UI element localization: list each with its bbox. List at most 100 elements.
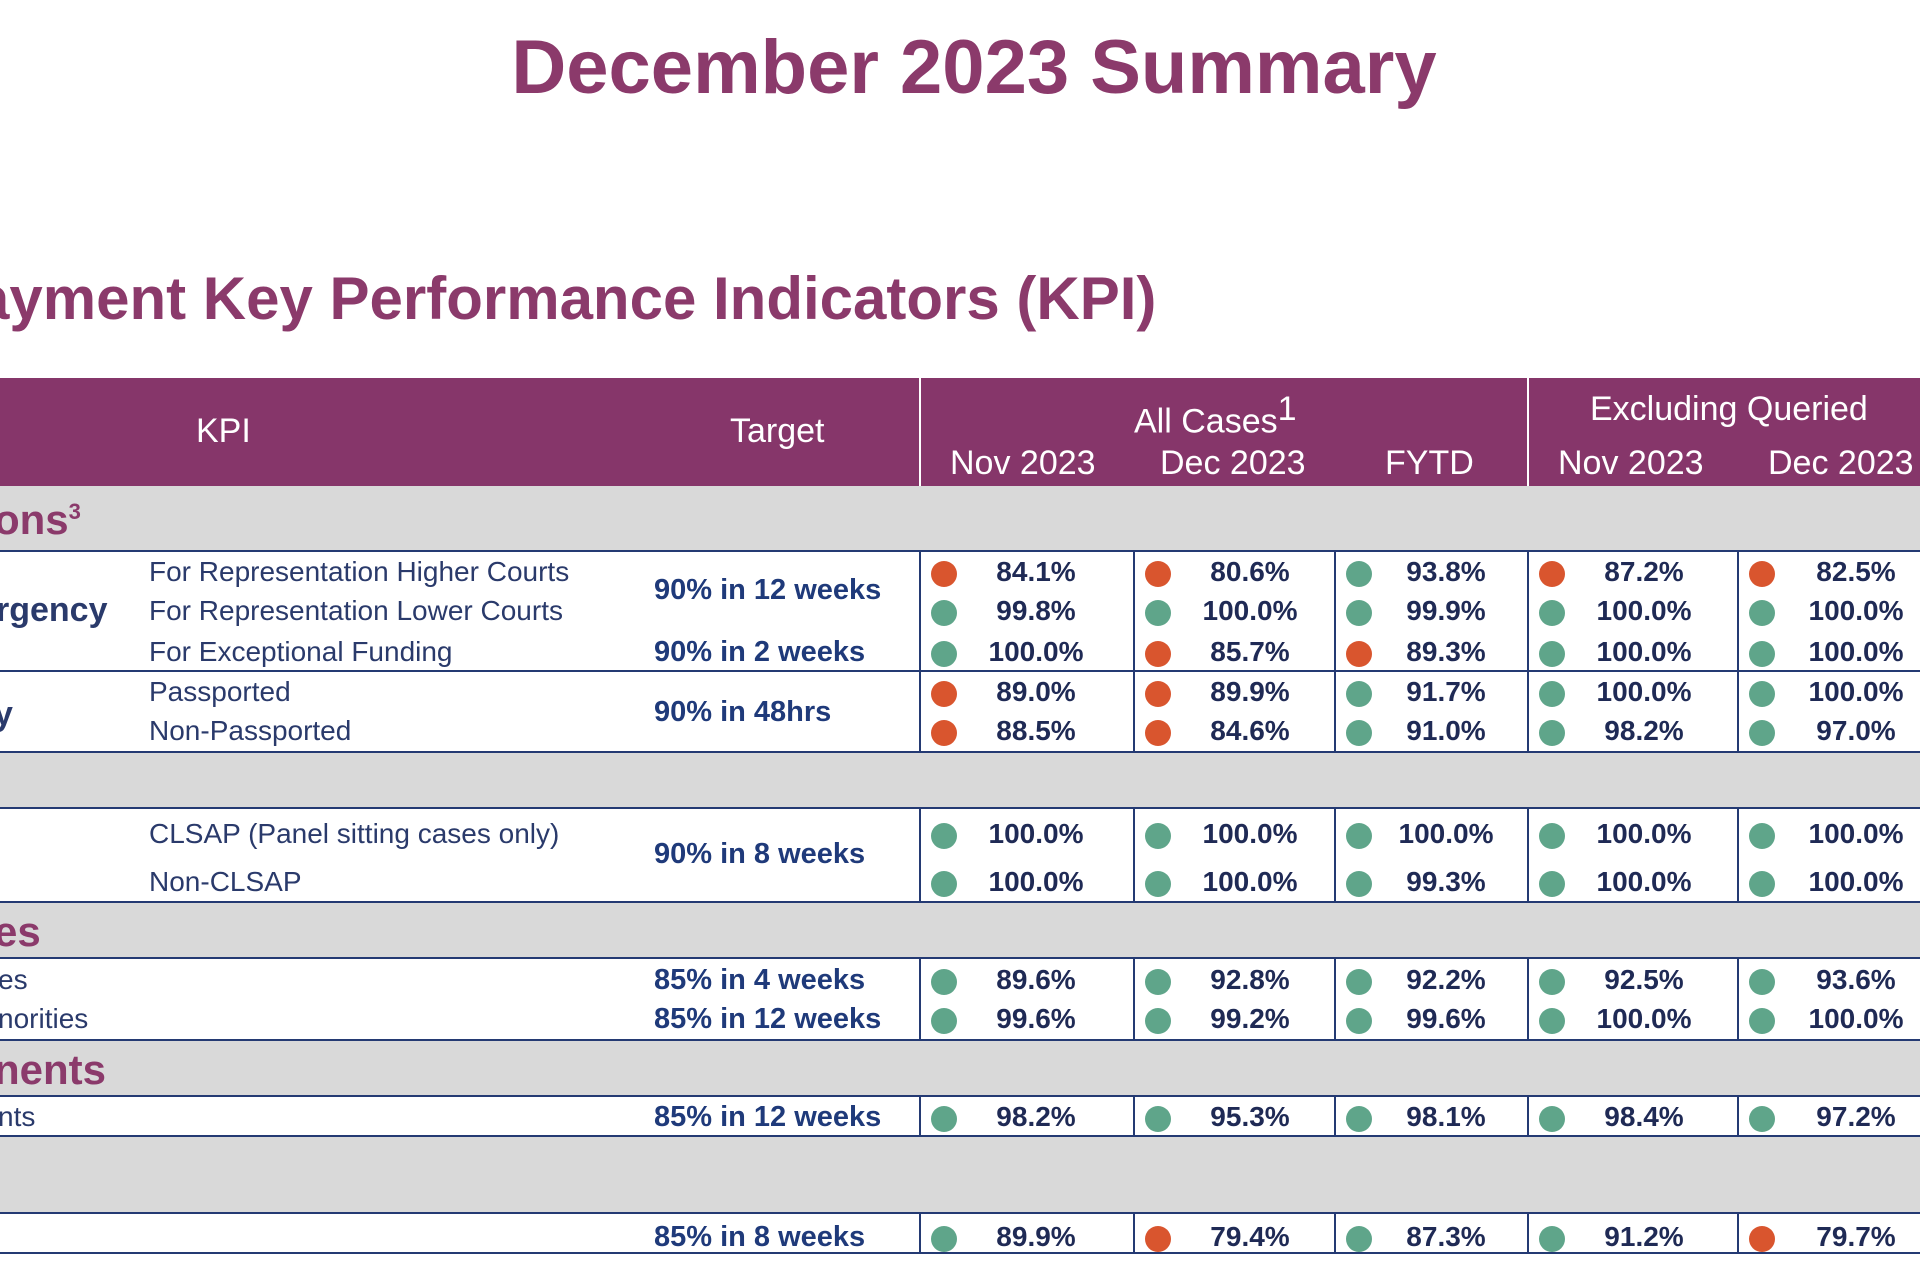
status-red-icon [1749, 1226, 1775, 1252]
col-divider [1737, 957, 1739, 1040]
col-divider [919, 1212, 921, 1253]
col-divider [1334, 807, 1336, 902]
status-red-icon [1749, 561, 1775, 587]
status-green-icon [1346, 969, 1372, 995]
status-green-icon [931, 823, 957, 849]
status-green-icon [1346, 1008, 1372, 1034]
kpi-value: 100.0% [1596, 818, 1692, 849]
kpi-sub-label: For Representation Lower Courts [149, 595, 563, 626]
col-divider [1527, 1212, 1529, 1253]
kpi-sub-label: Non-Passported [149, 715, 352, 746]
status-green-icon [1346, 1226, 1372, 1252]
status-green-icon [1539, 600, 1565, 626]
row-divider [0, 1039, 1920, 1041]
col-divider [1133, 550, 1135, 752]
kpi-value: 100.0% [1202, 818, 1298, 849]
row-divider [0, 1212, 1920, 1214]
kpi-sub-label: Passported [149, 676, 291, 707]
status-green-icon [1749, 969, 1775, 995]
kpi-value: 92.5% [1604, 964, 1684, 995]
col-divider [1737, 1212, 1739, 1253]
kpi-value: 100.0% [1808, 866, 1904, 897]
status-green-icon [1749, 1008, 1775, 1034]
status-green-icon [931, 871, 957, 897]
status-green-icon [931, 1226, 957, 1252]
status-green-icon [1539, 681, 1565, 707]
status-green-icon [1749, 823, 1775, 849]
target-value: 85% in 12 weeks [654, 1003, 882, 1035]
kpi-value: 91.7% [1406, 676, 1486, 707]
col-header-nov-all: Nov 2023 [950, 444, 1096, 482]
kpi-value: 82.5% [1816, 556, 1896, 587]
status-green-icon [1346, 1106, 1372, 1132]
header-divider [919, 378, 921, 486]
status-green-icon [1749, 871, 1775, 897]
col-header-fytd: FYTD [1385, 444, 1474, 482]
kpi-value: 79.4% [1210, 1221, 1290, 1252]
section-label: ons3 [0, 496, 81, 543]
kpi-value: 91.0% [1406, 715, 1486, 746]
col-divider [919, 807, 921, 902]
status-green-icon [1749, 720, 1775, 746]
col-divider [1527, 807, 1529, 902]
kpi-value: 99.6% [996, 1003, 1076, 1034]
status-green-icon [1346, 561, 1372, 587]
status-red-icon [931, 681, 957, 707]
status-green-icon [1539, 871, 1565, 897]
status-red-icon [1145, 1226, 1171, 1252]
status-green-icon [1539, 1008, 1565, 1034]
table-header: KPI Target All Cases1 Excluding Queried … [0, 378, 1920, 486]
kpi-value: 89.6% [996, 964, 1076, 995]
status-green-icon [1145, 823, 1171, 849]
kpi-value: 97.2% [1816, 1101, 1896, 1132]
kpi-value: 97.0% [1816, 715, 1896, 746]
target-value: 85% in 4 weeks [654, 964, 866, 996]
col-header-nov-excl: Nov 2023 [1558, 444, 1704, 482]
kpi-sub-label: es [0, 964, 28, 995]
kpi-sub-label: For Exceptional Funding [149, 636, 453, 667]
status-green-icon [931, 600, 957, 626]
kpi-value: 95.3% [1210, 1101, 1290, 1132]
kpi-value: 100.0% [988, 636, 1084, 667]
kpi-value: 100.0% [988, 818, 1084, 849]
kpi-value: 98.4% [1604, 1101, 1684, 1132]
kpi-value: 89.0% [996, 676, 1076, 707]
kpi-value: 85.7% [1210, 636, 1290, 667]
status-green-icon [1145, 600, 1171, 626]
status-green-icon [1749, 641, 1775, 667]
target-value: 90% in 12 weeks [654, 574, 882, 606]
kpi-value: 89.3% [1406, 636, 1486, 667]
kpi-value: 100.0% [1808, 818, 1904, 849]
kpi-value: 100.0% [1398, 818, 1494, 849]
status-green-icon [1145, 871, 1171, 897]
col-divider [1737, 550, 1739, 752]
kpi-value: 99.6% [1406, 1003, 1486, 1034]
status-red-icon [1145, 720, 1171, 746]
kpi-header: KPI [196, 412, 251, 450]
kpi-value: 80.6% [1210, 556, 1290, 587]
section-title: ayment Key Performance Indicators (KPI) [0, 265, 1157, 332]
section-band [0, 1136, 1920, 1212]
kpi-value: 100.0% [1596, 866, 1692, 897]
page-title: December 2023 Summary [511, 25, 1437, 110]
section-band [0, 752, 1920, 808]
excluding-queried-header: Excluding Queried [1590, 390, 1868, 428]
status-green-icon [931, 641, 957, 667]
kpi-value: 100.0% [1808, 1003, 1904, 1034]
kpi-value: 84.6% [1210, 715, 1290, 746]
kpi-value: 100.0% [1202, 595, 1298, 626]
status-red-icon [1145, 561, 1171, 587]
row-divider [0, 1252, 1920, 1254]
target-value: 90% in 48hrs [654, 696, 832, 728]
kpi-value: 91.2% [1604, 1221, 1684, 1252]
target-value: 85% in 8 weeks [654, 1221, 866, 1253]
col-divider [919, 957, 921, 1040]
kpi-value: 100.0% [988, 866, 1084, 897]
kpi-value: 87.3% [1406, 1221, 1486, 1252]
target-value: 85% in 12 weeks [654, 1101, 882, 1133]
row-group-label: rgency [0, 591, 108, 629]
kpi-value: 89.9% [1210, 676, 1290, 707]
col-divider [1334, 1212, 1336, 1253]
section-label: nents [0, 1046, 107, 1093]
kpi-value: 79.7% [1816, 1221, 1896, 1252]
